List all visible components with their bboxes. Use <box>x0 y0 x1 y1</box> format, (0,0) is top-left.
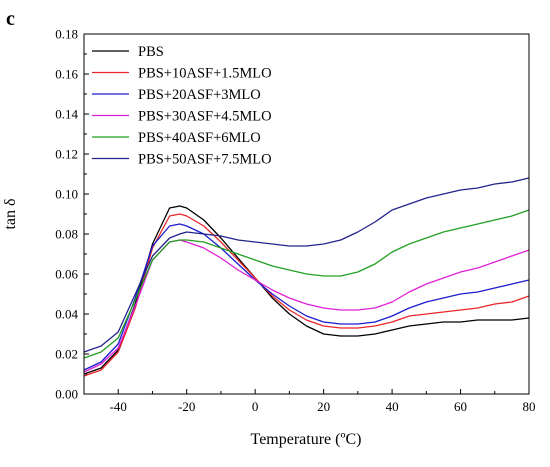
x-axis: -40 -20 0 20 40 60 80 <box>83 389 536 414</box>
y-tick-label: 0.02 <box>55 347 78 362</box>
x-tick-label: 80 <box>523 399 536 414</box>
legend-label-1: PBS <box>138 44 164 60</box>
y-tick-label: 0.10 <box>55 187 78 202</box>
x-tick-label: 0 <box>252 399 259 414</box>
y-tick-label: 0.04 <box>55 307 78 322</box>
legend-label-3: PBS+20ASF+3MLO <box>138 87 261 103</box>
y-tick-label: 0.18 <box>55 27 78 42</box>
series-line-5 <box>83 209 530 359</box>
legend: PBS PBS+10ASF+1.5MLO PBS+20ASF+3MLO PBS+30A… <box>92 44 272 168</box>
y-tick-label: 0.12 <box>55 147 78 162</box>
x-tick-label: 40 <box>386 399 399 414</box>
x-tick-label: -40 <box>110 399 127 414</box>
x-tick-label: 20 <box>317 399 330 414</box>
x-tick-label: 60 <box>454 399 467 414</box>
y-axis-title: tan δ <box>2 198 19 229</box>
series-line-6 <box>83 177 530 353</box>
y-axis: 0.00 0.02 0.04 0.06 0.08 0.10 0.12 0.14 0.16 0.18 <box>55 27 89 402</box>
legend-label-5: PBS+40ASF+6MLO <box>138 130 261 146</box>
y-tick-label: 0.06 <box>55 267 78 282</box>
y-tick-label: 0.16 <box>55 67 78 82</box>
y-tick-label: 0.14 <box>55 107 78 122</box>
series-line-1 <box>83 205 530 375</box>
x-tick-label: -20 <box>178 399 195 414</box>
legend-label-4: PBS+30ASF+4.5MLO <box>138 109 272 125</box>
legend-label-2: PBS+10ASF+1.5MLO <box>138 66 272 82</box>
series-line-3 <box>83 223 530 371</box>
legend-label-6: PBS+50ASF+7.5MLO <box>138 152 272 168</box>
series-line-2 <box>83 213 530 377</box>
panel-letter: c <box>6 8 15 30</box>
y-tick-label: 0.08 <box>55 227 78 242</box>
x-axis-title: Temperature (ºC) <box>251 431 362 448</box>
y-tick-label: 0.00 <box>55 387 78 402</box>
